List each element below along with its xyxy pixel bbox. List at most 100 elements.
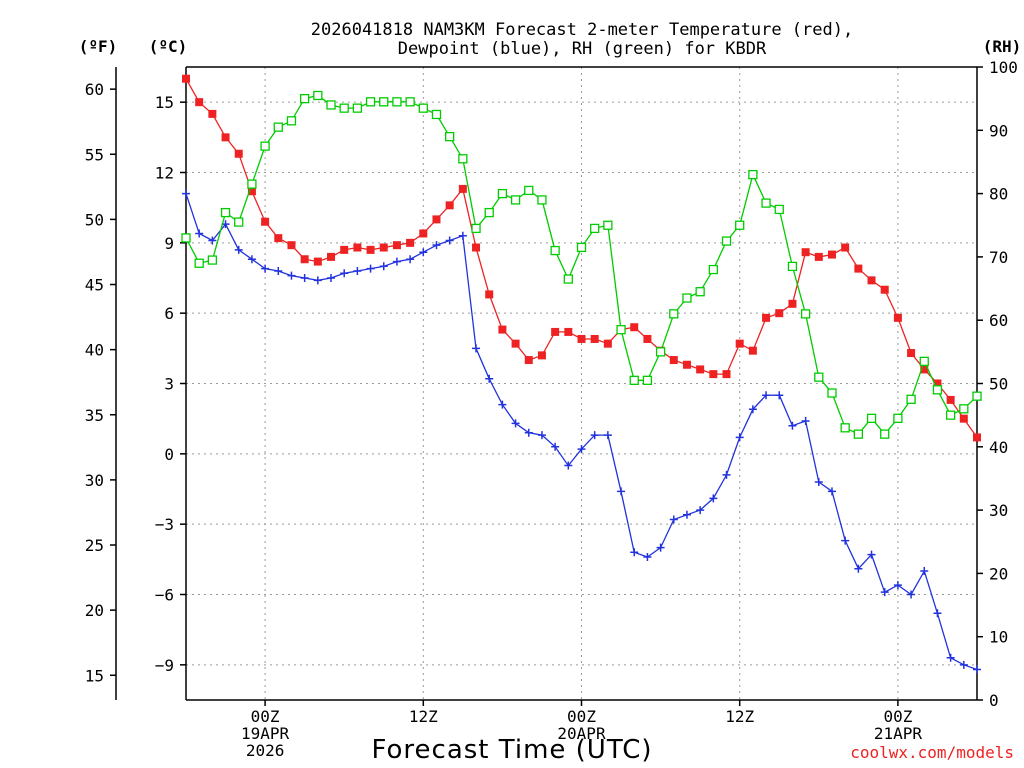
time-tick-label: 00Z	[567, 707, 596, 726]
rh-point	[524, 185, 534, 196]
rh-point	[853, 429, 863, 439]
rh-tick-label: 20	[989, 564, 1008, 583]
dewpoint-point	[247, 255, 256, 264]
temperature-point	[564, 327, 573, 336]
temperature-point	[353, 243, 362, 252]
dewpoint-point	[445, 236, 454, 245]
dewpoint-point	[577, 445, 586, 454]
temperature-point	[247, 187, 256, 196]
dewpoint-point	[340, 269, 349, 278]
temperature-point	[867, 276, 876, 285]
temperature-point	[208, 109, 217, 118]
temperature-point	[287, 241, 296, 250]
celsius-tick-label: 6	[164, 304, 174, 323]
rh-point	[484, 207, 494, 218]
dewpoint-point	[366, 264, 375, 273]
celsius-tick-label: 15	[155, 93, 174, 112]
fahrenheit-tick-label: 40	[85, 341, 104, 360]
rh-point	[247, 179, 257, 189]
temperature-point	[827, 250, 836, 259]
dewpoint-point	[261, 264, 270, 273]
temperature-point	[300, 255, 309, 264]
temperature-point	[814, 252, 823, 261]
dewpoint-point	[788, 421, 797, 430]
rh-point	[840, 423, 850, 433]
dewpoint-point	[419, 248, 428, 257]
rh-point	[194, 258, 204, 268]
dewpoint-point	[287, 271, 296, 280]
rh-point	[800, 309, 811, 319]
celsius-tick-label: 9	[164, 234, 174, 253]
dewpoint-point	[274, 266, 283, 275]
temperature-point	[234, 149, 243, 158]
dewpoint-point	[643, 552, 652, 561]
rh-point	[695, 287, 705, 297]
dewpoint-point	[748, 405, 757, 414]
rh-point	[392, 97, 402, 107]
dewpoint-point	[682, 510, 691, 519]
temperature-point	[907, 349, 916, 358]
fahrenheit-tick-label: 50	[85, 210, 104, 229]
dewpoint-point	[920, 567, 929, 576]
rh-point	[313, 90, 323, 101]
temperature-point	[392, 241, 401, 250]
rh-point	[510, 195, 521, 205]
dewpoint-point	[195, 229, 204, 238]
rh-point	[972, 391, 982, 401]
temperature-point	[366, 245, 375, 254]
time-tick-label: 12Z	[409, 707, 438, 726]
fahrenheit-tick-label: 25	[85, 536, 104, 555]
dewpoint-point	[182, 189, 190, 198]
dewpoint-point	[590, 431, 599, 440]
temperature-point	[630, 323, 639, 332]
time-tick-label: 20APR	[557, 724, 606, 743]
rh-tick-label: 60	[989, 311, 1008, 330]
temperature-point	[959, 414, 968, 423]
dewpoint-point	[458, 231, 467, 240]
temperature-point	[880, 285, 889, 294]
rh-point	[181, 233, 191, 243]
rh-point	[735, 220, 745, 230]
dewpoint-point	[300, 274, 309, 282]
temperature-point	[801, 248, 810, 257]
rh-point	[326, 100, 336, 110]
rh-point	[721, 236, 732, 246]
fahrenheit-tick-label: 45	[85, 276, 104, 295]
temperature-point	[590, 334, 599, 343]
fahrenheit-tick-label: 20	[85, 601, 104, 620]
dewpoint-point	[327, 274, 336, 282]
dewpoint-point	[762, 391, 771, 400]
temperature-point	[946, 395, 955, 404]
dewpoint-point	[485, 374, 494, 383]
rh-point	[234, 217, 244, 227]
temperature-point	[669, 356, 678, 365]
dewpoint-point	[709, 494, 718, 503]
dewpoint-point	[617, 487, 626, 496]
temperature-point	[313, 257, 322, 266]
dewpoint-point	[735, 433, 744, 442]
temperature-point	[524, 356, 533, 365]
rh-tick-label: 70	[989, 248, 1008, 267]
rh-point	[550, 245, 560, 256]
celsius-tick-label: −9	[155, 656, 174, 675]
celsius-tick-label: −3	[155, 515, 174, 534]
rh-point	[576, 242, 587, 253]
rh-point	[431, 109, 442, 120]
temperature-point	[182, 74, 190, 83]
temperature-point	[551, 327, 560, 336]
rh-point	[537, 195, 547, 205]
temperature-point	[841, 243, 850, 252]
dewpoint-point	[893, 581, 902, 590]
temperature-point	[511, 339, 520, 348]
rh-point	[682, 293, 692, 303]
temperature-point	[696, 365, 705, 374]
temperature-point	[854, 264, 863, 273]
dewpoint-point	[907, 590, 916, 599]
credit-text: coolwx.com/models	[850, 743, 1014, 762]
rh-point	[207, 255, 218, 265]
celsius-tick-label: 3	[164, 375, 174, 394]
time-tick-label: 00Z	[883, 707, 912, 726]
rh-point	[893, 413, 903, 423]
rh-point	[906, 394, 916, 404]
temperature-point	[577, 334, 586, 343]
